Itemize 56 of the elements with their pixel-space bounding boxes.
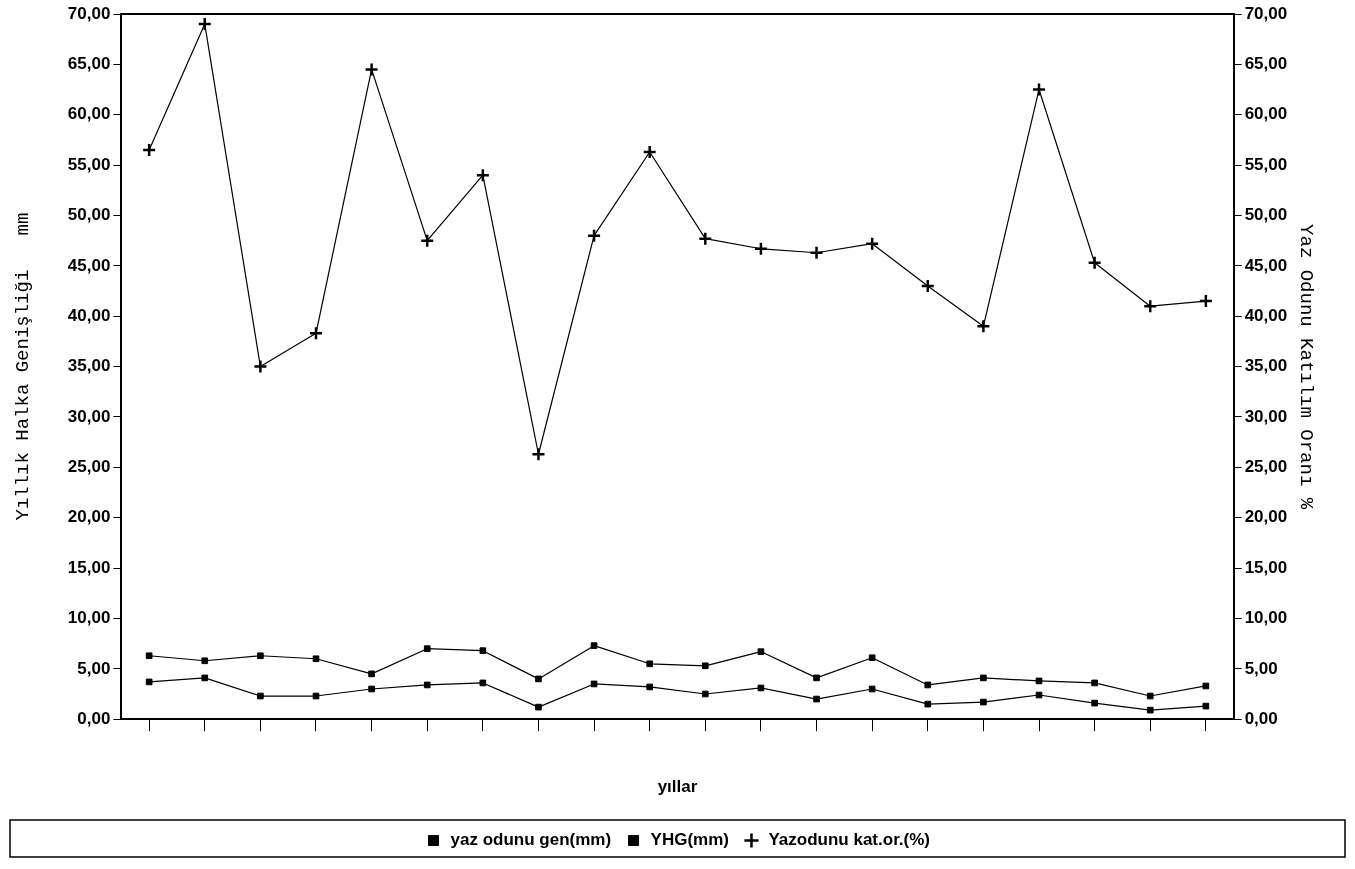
y-tick-label: 30,00 — [67, 406, 111, 426]
point — [642, 144, 657, 160]
y2-tick-label: 40,00 — [1244, 305, 1288, 325]
y-tick-label: 40,00 — [67, 305, 111, 325]
point — [809, 245, 824, 261]
point — [976, 319, 991, 334]
point — [1031, 82, 1047, 97]
point — [364, 62, 379, 77]
y-tick-label: 65,00 — [67, 54, 111, 74]
y-tick-label: 45,00 — [67, 255, 111, 275]
y-tick-label: 15,00 — [67, 557, 111, 577]
y-tick-label: 50,00 — [67, 205, 111, 225]
point — [141, 142, 157, 158]
y2-tick-label: 70,00 — [1244, 3, 1288, 23]
legend-label: YHG(mm) — [650, 830, 729, 850]
y-tick-label: 25,00 — [67, 457, 111, 477]
point — [1142, 298, 1158, 314]
y-tick-label: 10,00 — [67, 608, 111, 628]
point — [864, 236, 880, 251]
y2-tick-label: 10,00 — [1244, 608, 1288, 628]
point — [308, 326, 324, 341]
y2-tick-label: 5,00 — [1244, 658, 1278, 678]
point — [1087, 255, 1102, 271]
y2-axis-title: Yaz Odunu Katılım Oranı % — [1294, 224, 1317, 510]
y-tick-label: 60,00 — [67, 104, 111, 124]
y-tick-label: 0,00 — [77, 708, 111, 728]
y-axis-title: Yıllık Halka Genişliği mm — [12, 212, 35, 521]
point — [586, 228, 602, 243]
point — [253, 359, 268, 374]
point — [1198, 293, 1214, 309]
y2-tick-label: 20,00 — [1244, 507, 1288, 527]
y2-tick-label: 0,00 — [1244, 708, 1278, 728]
y2-tick-label: 50,00 — [1244, 205, 1288, 225]
y2-tick-label: 25,00 — [1244, 457, 1288, 477]
y2-tick-label: 15,00 — [1244, 557, 1288, 577]
point — [920, 278, 936, 294]
point — [419, 233, 435, 248]
x-axis-title: yıllar — [657, 777, 698, 797]
y2-tick-label: 60,00 — [1244, 104, 1288, 124]
legend-label: yaz odunu gen(mm) — [450, 830, 612, 850]
y2-tick-label: 30,00 — [1244, 406, 1288, 426]
y2-tick-label: 45,00 — [1244, 255, 1288, 275]
point — [531, 447, 546, 462]
y2-tick-label: 65,00 — [1244, 54, 1288, 74]
point — [753, 241, 769, 256]
legend-label: Yazodunu kat.or.(%) — [768, 830, 930, 850]
y2-tick-label: 55,00 — [1244, 154, 1288, 174]
y-tick-label: 5,00 — [77, 658, 111, 678]
y-tick-label: 20,00 — [67, 507, 111, 527]
y2-tick-label: 35,00 — [1244, 356, 1288, 376]
point — [475, 167, 491, 183]
point — [197, 16, 213, 32]
point — [698, 231, 713, 246]
y-tick-label: 70,00 — [67, 3, 111, 23]
y-tick-label: 55,00 — [67, 154, 111, 174]
y-tick-label: 35,00 — [67, 356, 111, 376]
